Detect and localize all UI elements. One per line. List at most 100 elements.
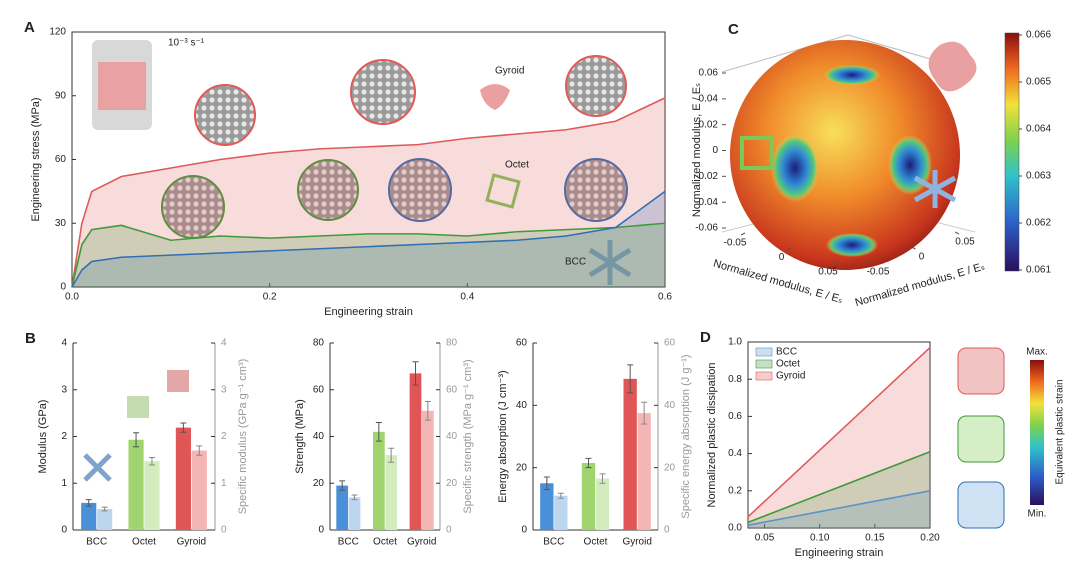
panel-label: D	[700, 329, 711, 346]
tick-label: 0	[521, 525, 527, 536]
error-bar	[557, 492, 564, 499]
tick-label: 80	[313, 338, 325, 349]
tick-label: 0.02	[699, 119, 719, 130]
tick-label: 0.20	[920, 533, 940, 544]
x-tick-label: Octet	[132, 537, 156, 548]
error-bar	[412, 361, 419, 386]
bar	[348, 497, 361, 530]
colorbar-label: Max.	[1026, 347, 1048, 358]
tick-label: 120	[49, 27, 66, 38]
bar	[554, 495, 568, 530]
tick-label: 3	[61, 384, 67, 395]
tick-label: 60	[446, 384, 458, 395]
series-line	[71, 190, 666, 288]
error-bar	[599, 473, 606, 484]
tick-label: 60	[55, 154, 67, 165]
bar	[336, 485, 349, 530]
surface-spot	[826, 233, 878, 257]
inset	[194, 84, 256, 146]
colorbar-tick-label: 0.062	[1026, 218, 1051, 229]
error-bar	[180, 422, 187, 433]
y-axis-label: Normalized plastic dissipation	[706, 363, 718, 508]
error-bar	[641, 401, 648, 425]
error-bar	[148, 457, 155, 466]
tick-label: 1.0	[728, 337, 742, 348]
area-fill	[72, 191, 665, 287]
gyroid-icon	[928, 41, 977, 92]
tick-label: 40	[664, 400, 676, 411]
colorbar-label: Min.	[1028, 509, 1047, 520]
tick-label: 20	[664, 462, 676, 473]
y2-axis-label: Specific modulus (GPa g⁻¹ cm³)	[237, 359, 249, 515]
tick-label: -0.06	[695, 223, 718, 234]
legend-swatch	[755, 371, 773, 381]
tick-label: 0	[712, 145, 718, 156]
legend-swatch	[755, 347, 773, 357]
bar	[623, 378, 637, 530]
surface-spot	[771, 134, 819, 202]
error-bar	[85, 499, 92, 507]
tick-label: 0	[664, 525, 670, 536]
error-bar	[627, 364, 634, 394]
error-bar	[133, 432, 140, 448]
tick-label: 0	[61, 525, 67, 536]
plot-frame	[747, 341, 931, 529]
tick-label: 4	[221, 338, 227, 349]
panel-label: B	[25, 330, 36, 347]
area-fill	[748, 347, 930, 528]
octet-icon	[127, 396, 149, 418]
tick-label: 0	[318, 525, 324, 536]
error-bar	[339, 480, 346, 491]
surface-spot	[824, 65, 880, 85]
colorbar-tick-label: 0.065	[1026, 77, 1051, 88]
tick-label: 0.05	[955, 237, 975, 248]
gyroid-icon	[480, 84, 510, 110]
x-axis-label: Engineering strain	[795, 547, 884, 559]
tick-label: 40	[313, 431, 325, 442]
legend-label: BCC	[776, 347, 797, 358]
tick-label: 60	[313, 384, 325, 395]
tick-label: 1	[221, 478, 227, 489]
series-line	[747, 450, 931, 524]
bar	[97, 508, 113, 530]
series-line	[71, 97, 666, 288]
x-tick-label: Octet	[584, 537, 608, 548]
tick-label: 0.0	[728, 523, 742, 534]
tick-label: 3	[221, 384, 227, 395]
bcc-icon	[588, 240, 632, 285]
tick-label: 0	[446, 525, 452, 536]
bar	[372, 431, 385, 530]
x-axis-label: Engineering strain	[324, 306, 413, 318]
tick-label: -0.05	[867, 267, 890, 278]
tick-label: 0	[221, 525, 227, 536]
bar	[175, 427, 191, 530]
tick-label: 0	[60, 282, 66, 293]
tick-label: 60	[664, 338, 676, 349]
panel-label: A	[24, 19, 35, 36]
bar	[191, 450, 207, 530]
octet-icon	[740, 136, 774, 170]
tick-mark	[911, 246, 916, 250]
series-line	[747, 490, 931, 526]
tick-mark	[787, 247, 792, 250]
specimen	[98, 62, 146, 110]
y-axis-label: Strength (MPa)	[294, 399, 306, 474]
tick-mark	[833, 261, 839, 265]
colorbar-tick-label: 0.061	[1026, 265, 1051, 276]
error-bar	[375, 421, 382, 442]
tick-label: 0.05	[755, 533, 775, 544]
error-bar	[543, 476, 550, 490]
legend-label: Gyroid	[495, 66, 524, 77]
thumbnail	[957, 481, 1005, 529]
error-bar	[351, 494, 358, 501]
bar	[540, 483, 554, 530]
y-axis-label: Engineering stress (MPa)	[30, 97, 42, 221]
bar	[637, 413, 651, 530]
error-bar	[424, 400, 431, 421]
tick-label: -0.05	[724, 238, 747, 249]
colorbar-title: Equivalent plastic strain	[1055, 379, 1066, 484]
inset	[297, 159, 359, 221]
panel-label: C	[728, 21, 739, 38]
y-axis-label: Energy absorption (J cm⁻³)	[497, 370, 509, 502]
area-fill	[72, 223, 665, 287]
